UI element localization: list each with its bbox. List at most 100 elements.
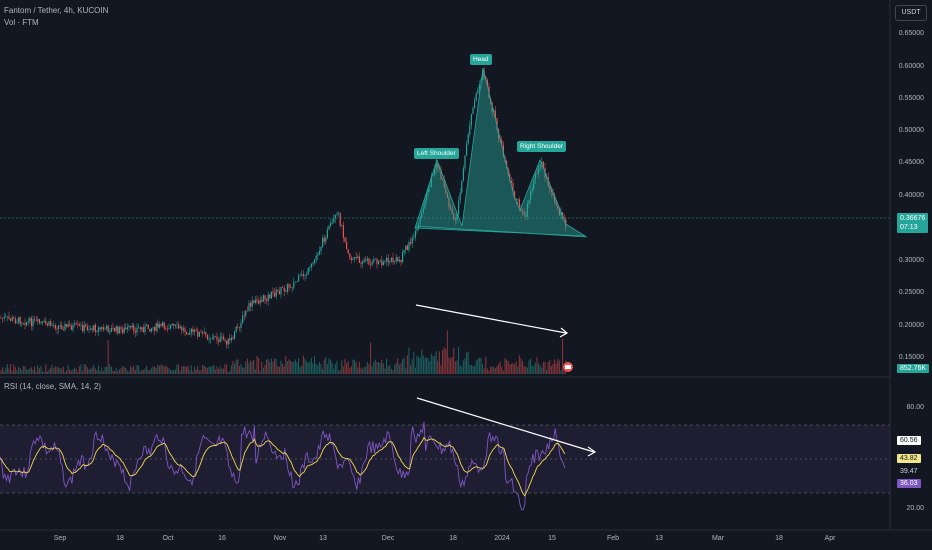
volume-bar bbox=[414, 367, 416, 374]
volume-bar bbox=[16, 370, 18, 374]
candle-body bbox=[421, 212, 423, 218]
volume-bar bbox=[552, 363, 554, 374]
candle-body bbox=[307, 268, 309, 275]
volume-bar bbox=[218, 368, 220, 374]
candle-body bbox=[35, 319, 37, 321]
volume-bar bbox=[453, 347, 455, 374]
volume-bar bbox=[158, 365, 160, 374]
candle-body bbox=[296, 281, 298, 282]
candle-body bbox=[136, 327, 138, 333]
volume-bar bbox=[366, 361, 368, 374]
head-label[interactable]: Head bbox=[470, 54, 492, 65]
candle-body bbox=[294, 281, 296, 283]
volume-bar bbox=[27, 369, 29, 374]
volume-bar bbox=[48, 369, 50, 374]
candle-body bbox=[368, 258, 370, 265]
currency-button[interactable]: USDT bbox=[895, 5, 927, 21]
volume-bar bbox=[53, 368, 55, 374]
candle-body bbox=[501, 140, 503, 146]
volume-bar bbox=[491, 366, 493, 374]
candle-body bbox=[170, 325, 172, 329]
candle-body bbox=[128, 326, 130, 328]
candle-body bbox=[245, 310, 247, 316]
volume-bar bbox=[226, 364, 228, 374]
candle-body bbox=[280, 287, 282, 295]
volume-bar bbox=[26, 369, 28, 374]
volume-bar bbox=[458, 347, 460, 374]
volume-bar bbox=[317, 365, 319, 374]
volume-bar bbox=[530, 358, 532, 374]
volume-bar bbox=[517, 366, 519, 374]
volume-bar bbox=[10, 364, 12, 374]
volume-bar bbox=[118, 369, 120, 374]
candle-body bbox=[40, 322, 42, 324]
candle-body bbox=[310, 263, 312, 268]
candle-body bbox=[312, 263, 314, 264]
candle-body bbox=[525, 215, 527, 217]
volume-bar bbox=[440, 364, 442, 374]
candle-body bbox=[46, 323, 48, 326]
candle-body bbox=[320, 247, 322, 251]
volume-bar bbox=[480, 357, 482, 374]
volume-bar bbox=[370, 342, 372, 374]
volume-bar bbox=[384, 368, 386, 374]
right-shoulder-label[interactable]: Right Shoulder bbox=[517, 141, 566, 152]
candle-body bbox=[395, 257, 397, 262]
volume-bar bbox=[338, 370, 340, 374]
volume-bar bbox=[419, 357, 421, 374]
volume-bar bbox=[485, 356, 487, 374]
candle-body bbox=[477, 89, 479, 94]
candle-body bbox=[546, 177, 548, 178]
volume-bar bbox=[546, 370, 548, 374]
candle-body bbox=[160, 324, 162, 326]
volume-bar bbox=[378, 362, 380, 374]
candle-body bbox=[18, 317, 20, 323]
volume-bar bbox=[179, 371, 181, 374]
volume-bar bbox=[534, 362, 536, 374]
volume-bar bbox=[371, 366, 373, 374]
candle-body bbox=[29, 318, 31, 321]
candle-body bbox=[398, 259, 400, 262]
candle-body bbox=[472, 108, 474, 115]
candle-body bbox=[208, 338, 210, 340]
current-price-value: 0.36676 bbox=[900, 215, 926, 222]
candle-body bbox=[93, 324, 95, 331]
volume-bar bbox=[2, 367, 4, 374]
candle-body bbox=[299, 274, 301, 276]
price-axis-label: 0.20000 bbox=[898, 322, 924, 329]
volume-bar bbox=[365, 366, 367, 374]
candle-body bbox=[142, 327, 144, 332]
volume-bar bbox=[232, 360, 234, 374]
volume-bar bbox=[72, 369, 74, 374]
candle-body bbox=[262, 295, 264, 302]
volume-bar bbox=[166, 367, 168, 374]
candle-body bbox=[51, 325, 53, 326]
volume-bar bbox=[416, 355, 418, 374]
volume-bar bbox=[101, 367, 103, 374]
candle-body bbox=[50, 321, 52, 326]
rsi-value-tag: 36.03 bbox=[897, 479, 921, 488]
volume-bar bbox=[525, 366, 527, 374]
candle-body bbox=[229, 338, 231, 341]
candle-body bbox=[5, 316, 7, 318]
chart-title: Fantom / Tether, 4h, KUCOIN bbox=[4, 6, 109, 15]
volume-bar bbox=[133, 365, 135, 374]
candle-body bbox=[211, 338, 213, 340]
candlesticks bbox=[0, 67, 567, 349]
record-icon[interactable] bbox=[563, 362, 573, 372]
candle-body bbox=[530, 191, 532, 200]
candle-body bbox=[6, 316, 8, 317]
volume-bar bbox=[315, 364, 317, 374]
volume-bar bbox=[547, 362, 549, 374]
volume-bar bbox=[82, 371, 84, 374]
volume-bar bbox=[482, 364, 484, 374]
price-axis-label: 0.60000 bbox=[898, 63, 924, 70]
volume-bar bbox=[22, 365, 24, 374]
candle-body bbox=[459, 192, 461, 201]
left-shoulder-label[interactable]: Left Shoulder bbox=[414, 148, 459, 159]
volume-bar bbox=[310, 357, 312, 374]
volume-bar bbox=[136, 365, 138, 374]
volume-bar bbox=[77, 371, 79, 374]
price-axis-label: 0.65000 bbox=[898, 30, 924, 37]
